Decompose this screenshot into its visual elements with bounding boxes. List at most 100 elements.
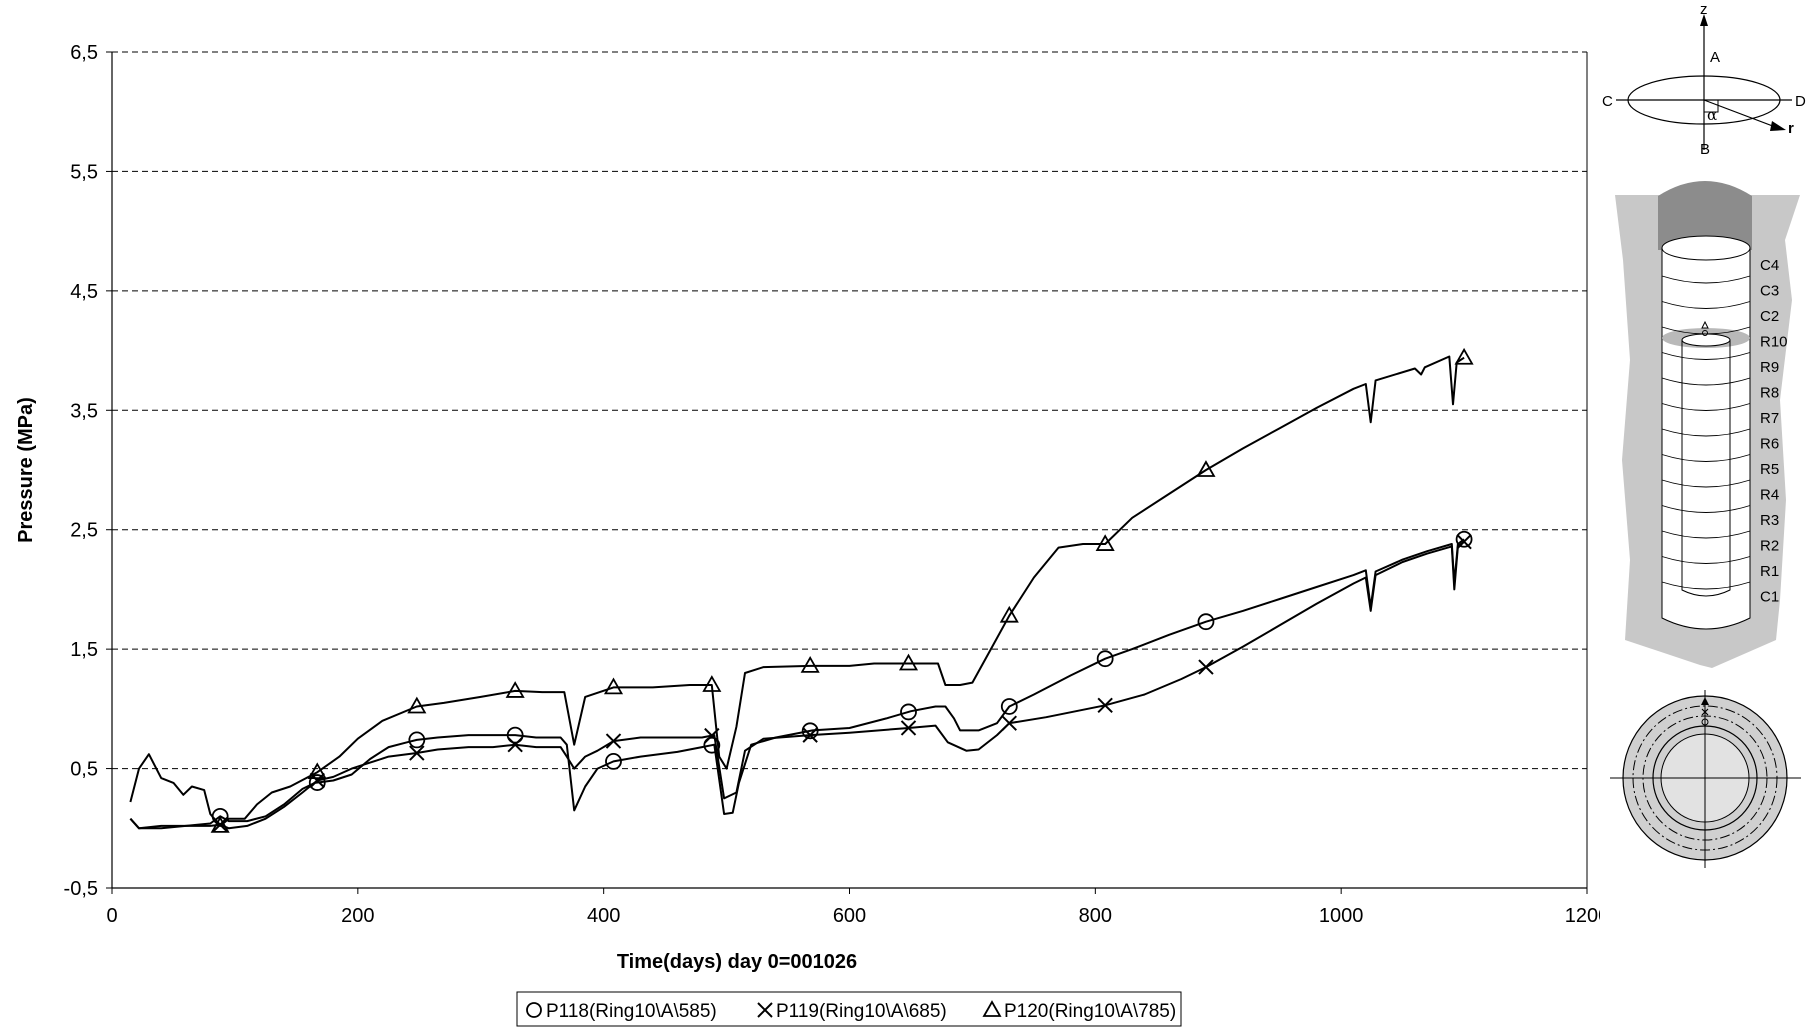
y-tick-label: 2,5 <box>70 520 98 542</box>
marker-circle <box>308 774 326 791</box>
ring-label: R1 <box>1760 563 1779 580</box>
marker-triangle <box>307 762 327 780</box>
gridlines <box>112 51 1587 770</box>
label-r: r <box>1788 120 1794 137</box>
legend-label-p119: P119(Ring10\A\685) <box>776 1001 947 1022</box>
x-tick-label: 1200 <box>1565 905 1600 927</box>
marker-triangle <box>702 675 722 692</box>
ring-label: R9 <box>1760 359 1779 376</box>
marker-circle <box>1000 698 1018 715</box>
legend-label-p120: P120(Ring10\A\785) <box>1004 1001 1176 1022</box>
marker-x <box>409 745 425 761</box>
ring-label: R2 <box>1760 538 1779 555</box>
label-a: A <box>1710 49 1720 66</box>
marker-triangle <box>1454 347 1474 365</box>
x-tick-label: 200 <box>341 905 374 927</box>
legend: P118(Ring10\A\585) P119(Ring10\A\685) P1… <box>516 991 1182 1027</box>
marker-x <box>704 727 720 744</box>
pressure-chart: -0,5 0,5 1,5 2,5 3,5 4,5 5,5 6,5 0 200 400 600 800 10… <box>15 42 1600 1027</box>
ring-divider <box>1661 377 1751 386</box>
legend-label-p118: P118(Ring10\A\585) <box>546 1001 717 1022</box>
ring-divider <box>1661 479 1751 488</box>
tick-labels: -0,5 0,5 1,5 2,5 3,5 4,5 5,5 6,5 0 200 400 600 800 10… <box>64 42 1600 927</box>
label-c: C <box>1602 93 1613 110</box>
marker-circle <box>1197 613 1215 631</box>
ring-label: R10 <box>1760 334 1788 351</box>
y-tick-label: 1,5 <box>70 639 98 661</box>
x-tick-label: 400 <box>587 905 620 927</box>
ring-label: C3 <box>1760 283 1779 300</box>
marker-x <box>507 736 523 753</box>
ring-divider <box>1661 454 1751 462</box>
marker-triangle <box>210 816 230 833</box>
y-tick-label: 5,5 <box>70 161 98 183</box>
y-axis-title: Pressure (MPa) <box>15 397 37 543</box>
y-tick-label: 6,5 <box>70 42 98 64</box>
label-alpha: α <box>1707 106 1717 124</box>
y-tick-label: 4,5 <box>70 281 98 303</box>
x-tick-label: 0 <box>106 905 117 927</box>
marker-circle <box>605 753 622 770</box>
marker-x <box>900 720 917 736</box>
marker-circle <box>1455 530 1473 548</box>
ring-label: R5 <box>1760 461 1779 478</box>
ring-divider <box>1661 326 1751 335</box>
plan-view <box>1610 690 1801 868</box>
marker-x <box>802 727 818 743</box>
marker-circle <box>1096 650 1114 668</box>
ring-divider <box>1661 556 1751 564</box>
marker-x <box>309 772 325 789</box>
ring-label: C4 <box>1760 257 1779 274</box>
marker-triangle <box>898 653 919 671</box>
series-line-3 <box>129 355 1465 827</box>
marker-circle <box>506 726 524 744</box>
series-line-2 <box>129 540 1465 830</box>
ring-divider <box>1661 275 1751 284</box>
marker-triangle <box>603 677 624 695</box>
marker-circle <box>408 731 426 749</box>
marker-circle <box>703 736 721 754</box>
marker-x <box>1001 715 1017 731</box>
ring-divider <box>1661 352 1751 360</box>
ring-divider <box>1661 301 1751 309</box>
ring-label: R6 <box>1760 436 1779 453</box>
series-lines <box>129 355 1465 830</box>
plot-axes <box>106 51 1588 894</box>
label-z: z <box>1700 1 1708 18</box>
ring-label: C1 <box>1760 589 1779 606</box>
x-axis-title: Time(days) day 0=001026 <box>617 951 857 973</box>
marker-x <box>1097 697 1113 713</box>
marker-x <box>212 816 228 833</box>
ring-lines <box>1661 275 1751 590</box>
series-markers <box>210 347 1474 833</box>
marker-x <box>605 733 622 749</box>
legend-marker-triangle <box>982 1000 1002 1017</box>
ring-divider <box>1661 428 1751 437</box>
marker-triangle <box>999 605 1019 623</box>
ring-label: C2 <box>1760 308 1779 325</box>
marker-circle <box>900 703 917 721</box>
ring-divider <box>1661 581 1751 590</box>
y-tick-label: 3,5 <box>70 400 98 422</box>
marker-x <box>1198 659 1214 675</box>
y-tick-label: 0,5 <box>70 759 98 781</box>
label-d: D <box>1795 93 1806 110</box>
ring-schematic: z A C D α r B C4 C3 C2 R10 R9 R8 R7 R6 R5 R4 R3 R2 R… <box>1602 1 1806 868</box>
ring-label: R8 <box>1760 385 1779 402</box>
x-tick-label: 1000 <box>1319 905 1364 927</box>
coordinate-sketch: z A C D α r B <box>1602 1 1806 158</box>
legend-box <box>516 991 1182 1027</box>
marker-triangle <box>800 656 820 673</box>
ring-label: R4 <box>1760 487 1779 504</box>
marker-triangle <box>407 696 427 714</box>
marker-x <box>1456 533 1472 550</box>
ring-divider <box>1661 403 1751 411</box>
legend-marker-circle <box>526 1002 542 1018</box>
canister-elevation: C4 C3 C2 R10 R9 R8 R7 R6 R5 R4 R3 R2 R1 C1 <box>1615 181 1800 668</box>
y-tick-label: -0,5 <box>64 878 98 900</box>
marker-triangle <box>1196 460 1216 477</box>
x-tick-label: 600 <box>833 905 866 927</box>
marker-triangle <box>1095 534 1115 551</box>
ring-label: R7 <box>1760 410 1779 427</box>
ring-divider <box>1661 530 1751 539</box>
